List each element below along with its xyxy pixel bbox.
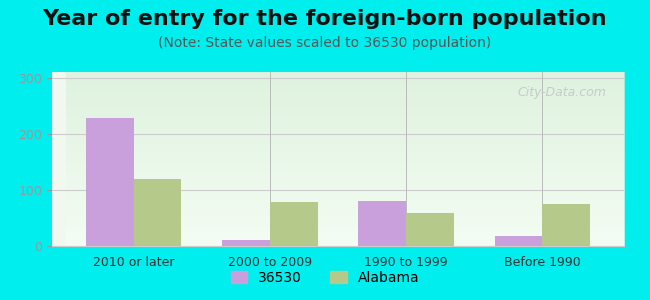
Bar	[358, 201, 406, 246]
Bar	[406, 213, 454, 246]
Bar	[270, 202, 318, 246]
Text: (Note: State values scaled to 36530 population): (Note: State values scaled to 36530 popu…	[159, 36, 491, 50]
Text: Year of entry for the foreign-born population: Year of entry for the foreign-born popul…	[43, 9, 607, 29]
Legend: 36530, Alabama: 36530, Alabama	[225, 265, 425, 290]
Bar	[134, 178, 181, 246]
Bar	[222, 240, 270, 246]
Bar	[495, 236, 542, 246]
Bar	[542, 204, 590, 246]
Bar	[86, 118, 134, 246]
Text: City-Data.com: City-Data.com	[518, 86, 607, 99]
